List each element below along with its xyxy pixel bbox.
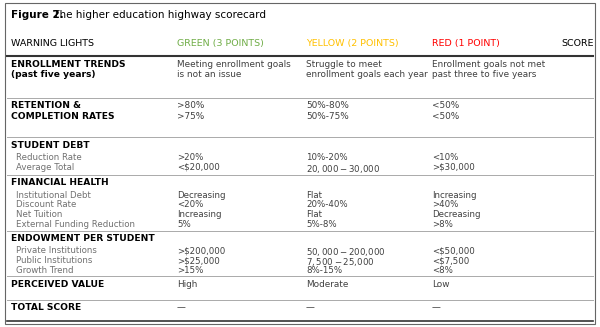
Text: >8%: >8%: [432, 220, 453, 229]
Text: <$20,000: <$20,000: [177, 163, 220, 172]
Text: 5%: 5%: [177, 220, 191, 229]
Text: —: —: [177, 303, 186, 313]
Text: Institutional Debt: Institutional Debt: [16, 191, 91, 200]
Text: Decreasing: Decreasing: [177, 191, 226, 200]
FancyBboxPatch shape: [5, 3, 595, 324]
Text: STUDENT DEBT: STUDENT DEBT: [11, 141, 89, 150]
Text: Enrollment goals not met
past three to five years: Enrollment goals not met past three to f…: [432, 60, 545, 79]
Text: ENROLLMENT TRENDS
(past five years): ENROLLMENT TRENDS (past five years): [11, 60, 125, 79]
Text: 10%-20%: 10%-20%: [306, 153, 347, 162]
Text: High: High: [177, 280, 197, 289]
Text: 50%-80%
50%-75%: 50%-80% 50%-75%: [306, 101, 349, 121]
Text: Growth Trend: Growth Trend: [16, 266, 73, 275]
Text: 5%-8%: 5%-8%: [306, 220, 337, 229]
Text: Private Institutions: Private Institutions: [16, 246, 97, 255]
Text: Increasing: Increasing: [177, 210, 221, 219]
Text: 20%-40%: 20%-40%: [306, 200, 347, 210]
Text: Average Total: Average Total: [16, 163, 74, 172]
Text: <20%: <20%: [177, 200, 203, 210]
Text: WARNING LIGHTS: WARNING LIGHTS: [11, 39, 94, 48]
Text: Reduction Rate: Reduction Rate: [16, 153, 82, 162]
Text: YELLOW (2 POINTS): YELLOW (2 POINTS): [306, 39, 398, 48]
Text: ENDOWMENT PER STUDENT: ENDOWMENT PER STUDENT: [11, 234, 155, 243]
Text: >80%
>75%: >80% >75%: [177, 101, 205, 121]
Text: Moderate: Moderate: [306, 280, 349, 289]
Text: Decreasing: Decreasing: [432, 210, 481, 219]
Text: FINANCIAL HEALTH: FINANCIAL HEALTH: [11, 178, 109, 187]
Text: <50%
<50%: <50% <50%: [432, 101, 459, 121]
Text: Flat: Flat: [306, 210, 322, 219]
Text: —: —: [432, 303, 441, 313]
Text: 8%-15%: 8%-15%: [306, 266, 342, 275]
Text: Discount Rate: Discount Rate: [16, 200, 76, 210]
Text: >20%: >20%: [177, 153, 203, 162]
Text: $7,500-$25,000: $7,500-$25,000: [306, 256, 374, 268]
Text: Low: Low: [432, 280, 449, 289]
Text: SCORE: SCORE: [561, 39, 593, 48]
Text: <8%: <8%: [432, 266, 453, 275]
Text: —: —: [306, 303, 315, 313]
Text: RETENTION &
COMPLETION RATES: RETENTION & COMPLETION RATES: [11, 101, 114, 121]
Text: $20,000-$30,000: $20,000-$30,000: [306, 163, 380, 175]
Text: <$7,500: <$7,500: [432, 256, 469, 265]
Text: $50,000-$200,000: $50,000-$200,000: [306, 246, 386, 258]
Text: Struggle to meet
enrollment goals each year: Struggle to meet enrollment goals each y…: [306, 60, 428, 79]
Text: Net Tuition: Net Tuition: [16, 210, 62, 219]
Text: Flat: Flat: [306, 191, 322, 200]
Text: The higher education highway scorecard: The higher education highway scorecard: [50, 10, 266, 21]
Text: >$200,000: >$200,000: [177, 246, 225, 255]
Text: Figure 2.: Figure 2.: [11, 10, 64, 21]
Text: PERCEIVED VALUE: PERCEIVED VALUE: [11, 280, 104, 289]
Text: External Funding Reduction: External Funding Reduction: [16, 220, 134, 229]
Text: >$25,000: >$25,000: [177, 256, 220, 265]
Text: Increasing: Increasing: [432, 191, 476, 200]
Text: RED (1 POINT): RED (1 POINT): [432, 39, 500, 48]
Text: >40%: >40%: [432, 200, 458, 210]
Text: <10%: <10%: [432, 153, 458, 162]
Text: GREEN (3 POINTS): GREEN (3 POINTS): [177, 39, 264, 48]
Text: Meeting enrollment goals
is not an issue: Meeting enrollment goals is not an issue: [177, 60, 291, 79]
Text: Public Institutions: Public Institutions: [16, 256, 92, 265]
Text: >$30,000: >$30,000: [432, 163, 475, 172]
Text: TOTAL SCORE: TOTAL SCORE: [11, 303, 81, 313]
Text: >15%: >15%: [177, 266, 203, 275]
Text: <$50,000: <$50,000: [432, 246, 475, 255]
